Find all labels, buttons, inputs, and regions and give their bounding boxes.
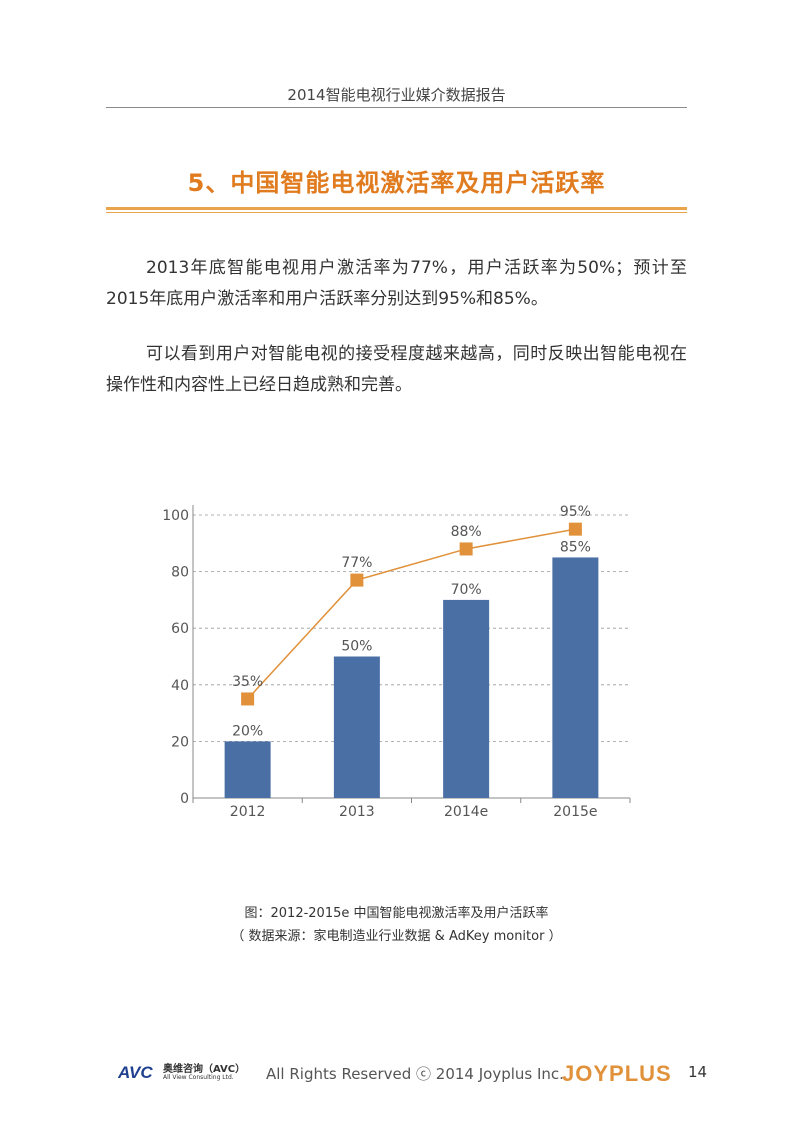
y-tick-label: 0 [180, 791, 189, 807]
section-title: 5、中国智能电视激活率及用户活跃率 [187, 169, 606, 197]
figure-source: （ 数据来源：家电制造业行业数据 & AdKey monitor ） [231, 929, 562, 944]
x-tick-label: 2015e [553, 804, 597, 820]
joyplus-logo-text: JOYPLUS [562, 1061, 672, 1086]
bar-data-label: 20% [232, 723, 263, 739]
title-underline-thick [106, 207, 687, 210]
activation-rate-line [247, 528, 576, 700]
chart-svg: 0 20 40 60 80 100 2012 2013 2014e 2015e 20% 50% 70% 8… [162, 504, 631, 820]
line-marker [568, 522, 582, 536]
line-data-label: 35% [232, 674, 263, 690]
y-tick-label: 40 [171, 678, 189, 694]
line-data-label: 77% [341, 555, 372, 571]
y-tick-label: 80 [171, 565, 189, 581]
figure-caption: 图：2012-2015e 中国智能电视激活率及用户活跃率 [244, 906, 549, 921]
bar-data-label: 50% [341, 639, 372, 655]
bar [552, 557, 599, 798]
y-tick-label: 100 [162, 508, 189, 524]
copyright-text: All Rights Reserved ⓒ 2014 Joyplus Inc. [266, 1065, 564, 1083]
y-tick-label: 20 [171, 734, 189, 750]
bar [224, 741, 271, 798]
avc-company-cn: 奥维咨询（AVC） [163, 1064, 246, 1075]
page-number: 14 [688, 1063, 708, 1081]
bar [443, 599, 490, 798]
paragraph-2: 可以看到用户对智能电视的接受程度越来越高，同时反映出智能电视在操作性和内容性上已… [106, 344, 687, 395]
avc-company-en: All View Consulting Ltd. [163, 1074, 234, 1081]
avc-logo: AVC [118, 1063, 153, 1082]
activation-rate-chart: 0 20 40 60 80 100 2012 2013 2014e 2015e 20% 50% 70% 8… [150, 490, 650, 830]
avc-logo-text: AVC [118, 1063, 153, 1082]
x-tick-label: 2012 [230, 804, 266, 820]
page-header-title: 2014智能电视行业媒介数据报告 [287, 86, 506, 104]
page-footer: AVC 奥维咨询（AVC） All View Consulting Ltd. A… [0, 1055, 793, 1095]
header-divider [106, 107, 687, 108]
bar-data-label: 70% [451, 582, 482, 598]
line-data-label: 95% [560, 504, 591, 520]
y-tick-label: 60 [171, 621, 189, 637]
x-tick-label: 2014e [444, 804, 488, 820]
line-marker [350, 573, 364, 587]
line-marker [459, 542, 473, 556]
x-tick-label: 2013 [339, 804, 375, 820]
bar [333, 656, 380, 798]
paragraph-1: 2013年底智能电视用户激活率为77%，用户活跃率为50%；预计至2015年底用… [106, 258, 687, 309]
bar-data-label: 85% [560, 539, 591, 555]
title-underline-thin [106, 212, 687, 213]
line-marker [241, 692, 255, 706]
joyplus-logo: JOYPLUS [562, 1061, 672, 1086]
line-data-label: 88% [451, 524, 482, 540]
